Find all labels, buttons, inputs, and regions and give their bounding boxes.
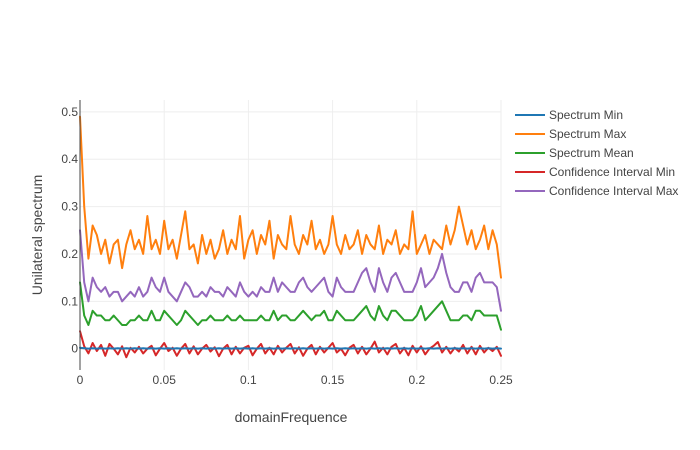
x-axis-title: domainFrequence [235, 409, 348, 425]
x-tick-label: 0 [77, 373, 84, 387]
series-line-spectrum-max [79, 115, 502, 279]
y-tick-label: 0.2 [61, 247, 78, 261]
legend-label: Confidence Interval Min [549, 165, 675, 179]
grid-lines [80, 100, 502, 370]
legend[interactable]: Spectrum Min Spectrum Max Spectrum Mean Con… [515, 108, 678, 198]
x-tick-label: 0.05 [153, 373, 177, 387]
series-lines [79, 115, 502, 359]
series-line-spectrum-min [79, 346, 502, 350]
legend-label: Spectrum Max [549, 127, 626, 141]
legend-item[interactable]: Confidence Interval Max [515, 184, 678, 198]
y-tick-label: 0.5 [61, 105, 78, 119]
x-tick-label: 0.1 [240, 373, 257, 387]
legend-item[interactable]: Confidence Interval Min [515, 165, 675, 179]
y-tick-label: 0.1 [61, 294, 78, 308]
legend-label: Spectrum Min [549, 108, 623, 122]
x-tick-label: 0.15 [321, 373, 345, 387]
tick-labels: 0 0.05 0.1 0.15 0.2 0.25 0 0.1 0.2 0.3 0.4 0.5 [61, 105, 513, 387]
x-tick-label: 0.2 [408, 373, 425, 387]
legend-item[interactable]: Spectrum Max [515, 127, 626, 141]
y-tick-label: 0.4 [61, 152, 78, 166]
x-tick-label: 0.25 [489, 373, 513, 387]
legend-item[interactable]: Spectrum Mean [515, 146, 634, 160]
series-line-spectrum-mean [79, 281, 502, 331]
legend-label: Spectrum Mean [549, 146, 634, 160]
series-line-confidence-interval-min [79, 330, 502, 359]
y-tick-label: 0 [71, 342, 78, 356]
series-line-confidence-interval-max [79, 229, 502, 312]
legend-label: Confidence Interval Max [549, 184, 678, 198]
legend-item[interactable]: Spectrum Min [515, 108, 623, 122]
y-tick-label: 0.3 [61, 200, 78, 214]
y-axis-title: Unilateral spectrum [29, 175, 45, 296]
